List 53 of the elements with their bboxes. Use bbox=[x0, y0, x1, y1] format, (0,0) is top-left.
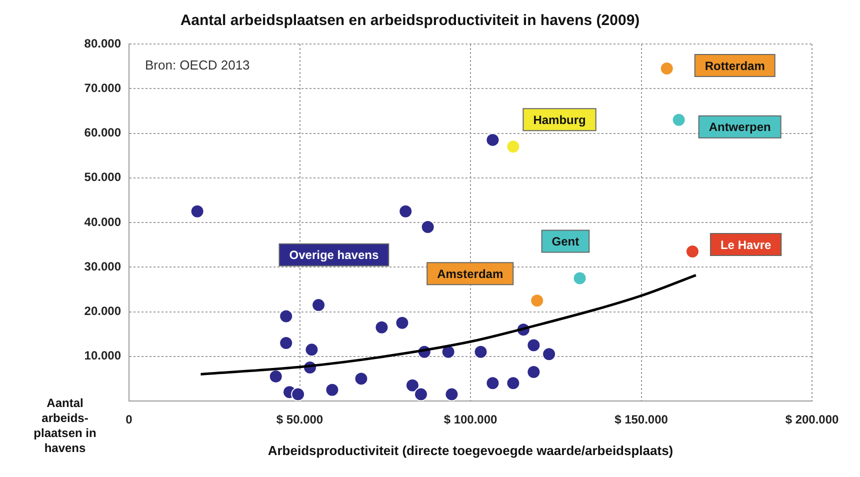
series-label: Antwerpen bbox=[708, 120, 771, 134]
point bbox=[530, 294, 544, 308]
point bbox=[395, 316, 410, 330]
point bbox=[304, 342, 319, 357]
point bbox=[414, 387, 428, 401]
series-label: Le Havre bbox=[720, 238, 772, 252]
x-tick-label: $ 150.000 bbox=[614, 412, 668, 427]
point bbox=[685, 244, 700, 259]
point bbox=[542, 347, 556, 362]
point bbox=[354, 372, 368, 386]
point bbox=[279, 309, 294, 324]
point bbox=[268, 369, 283, 384]
point bbox=[526, 364, 541, 379]
point bbox=[420, 220, 435, 234]
point bbox=[506, 140, 520, 154]
y-tick-label: 10.000 bbox=[84, 348, 122, 363]
point bbox=[526, 338, 541, 352]
point bbox=[572, 271, 587, 286]
point bbox=[672, 112, 686, 127]
point bbox=[405, 378, 420, 392]
point bbox=[486, 132, 500, 147]
series-label: Hamburg bbox=[533, 112, 586, 127]
point bbox=[398, 204, 413, 218]
point bbox=[374, 320, 389, 334]
y-tick-label: 40.000 bbox=[84, 214, 122, 229]
point bbox=[444, 387, 459, 401]
x-axis-title: Arbeidsproductiviteit (directe toegevoegde waarde/arbeidsplaats) bbox=[268, 442, 674, 458]
x-tick-label: $ 50.000 bbox=[276, 412, 324, 427]
point bbox=[190, 204, 204, 218]
y-tick-label: 80.000 bbox=[84, 36, 122, 50]
point bbox=[474, 344, 488, 359]
point bbox=[291, 387, 306, 401]
annotation: Bron: OECD 2013 bbox=[145, 58, 250, 73]
y-tick-label: 70.000 bbox=[84, 80, 122, 95]
point bbox=[312, 298, 326, 312]
series-label: Gent bbox=[552, 234, 580, 249]
point bbox=[660, 62, 674, 76]
x-tick-label: $ 200.000 bbox=[785, 412, 840, 427]
chart-title: Aantal arbeidsplaatsen en arbeidsproductiviteit in havens (2009) bbox=[180, 12, 640, 30]
x-tick-label: $ 100.000 bbox=[444, 412, 498, 427]
y-axis-title: Aantal arbeids- plaatsen in havens bbox=[32, 396, 98, 456]
x-tick-label: 0 bbox=[126, 412, 133, 427]
text: Rotterdam bbox=[704, 58, 765, 73]
text: Overige havens bbox=[289, 248, 379, 262]
y-tick-label: 30.000 bbox=[84, 259, 122, 274]
point bbox=[506, 376, 520, 390]
y-tick-label: 60.000 bbox=[84, 126, 122, 140]
point bbox=[325, 382, 340, 397]
y-tick-label: 20.000 bbox=[84, 304, 122, 318]
y-tick-label: 50.000 bbox=[84, 170, 122, 184]
point bbox=[279, 336, 294, 350]
point bbox=[486, 376, 500, 390]
text: Amsterdam bbox=[437, 266, 504, 281]
